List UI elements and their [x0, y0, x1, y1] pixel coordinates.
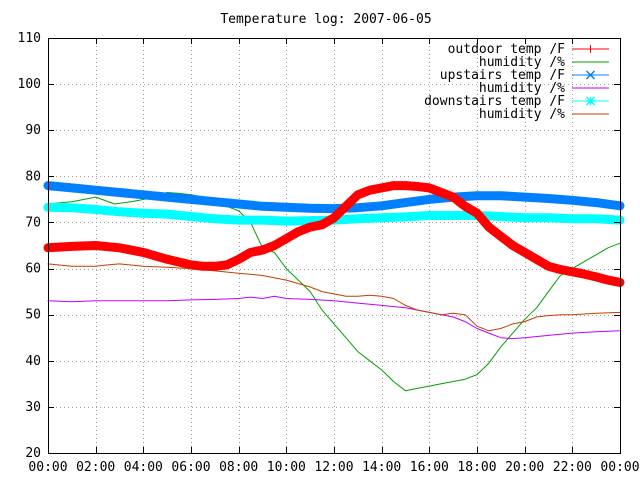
series-0: [43, 181, 625, 287]
tick-marks: [48, 38, 621, 454]
legend-label: humidity /%: [479, 81, 565, 96]
y-tick-labels: 20 30 40 50 60 70 80 90 100 110: [18, 31, 41, 461]
legend-marker: [585, 96, 596, 106]
legend-label: downstairs temp /F: [424, 94, 565, 109]
legend-label: outdoor temp /F: [448, 42, 566, 57]
series-2: [43, 181, 625, 214]
series-3: [47, 295, 621, 340]
y-tick-label: 70: [25, 215, 41, 230]
y-tick-label: 80: [25, 169, 41, 184]
x-tick-label: 18:00: [457, 460, 496, 475]
y-tick-label: 90: [25, 123, 41, 138]
y-tick-label: 100: [18, 77, 41, 92]
x-tick-label: 20:00: [505, 460, 544, 475]
series-line: [47, 263, 621, 332]
legend-entry: humidity /%: [479, 107, 609, 122]
grid: [48, 38, 620, 453]
y-tick-label: 110: [18, 31, 41, 46]
y-tick-label: 60: [25, 262, 41, 277]
legend-marker: [585, 70, 596, 80]
x-tick-label: 00:00: [28, 460, 67, 475]
x-tick-label: 12:00: [314, 460, 353, 475]
series-line: [47, 295, 621, 340]
legend-marker: [586, 45, 595, 53]
x-tick-label: 14:00: [362, 460, 401, 475]
legend-label: humidity /%: [479, 55, 565, 70]
legend-entry: upstairs temp /F: [440, 68, 609, 83]
legend-entry: humidity /%: [479, 55, 609, 70]
x-tick-label: 02:00: [76, 460, 115, 475]
y-tick-label: 20: [25, 446, 41, 461]
x-tick-label: 00:00: [600, 460, 639, 475]
series-1: [47, 192, 621, 392]
x-tick-label: 16:00: [410, 460, 449, 475]
legend-entry: humidity /%: [479, 81, 609, 96]
series-line: [43, 181, 625, 287]
series-line: [47, 192, 621, 392]
x-tick-label: 04:00: [124, 460, 163, 475]
x-tick-label: 10:00: [267, 460, 306, 475]
y-tick-label: 30: [25, 400, 41, 415]
series-line: [43, 181, 625, 214]
x-tick-label: 22:00: [553, 460, 592, 475]
y-tick-label: 50: [25, 308, 41, 323]
series-layer: [43, 181, 625, 392]
chart-title: Temperature log: 2007-06-05: [220, 12, 431, 27]
legend-entry: outdoor temp /F: [448, 42, 609, 57]
series-5: [47, 263, 621, 332]
y-tick-label: 40: [25, 354, 41, 369]
legend-entry: downstairs temp /F: [424, 94, 609, 109]
x-tick-label: 06:00: [171, 460, 210, 475]
legend-label: humidity /%: [479, 107, 565, 122]
legend-label: upstairs temp /F: [440, 68, 565, 83]
x-tick-labels: 00:00 02:00 04:00 06:00 08:00 10:00 12:00 14:00…: [28, 460, 639, 475]
x-tick-label: 08:00: [219, 460, 258, 475]
